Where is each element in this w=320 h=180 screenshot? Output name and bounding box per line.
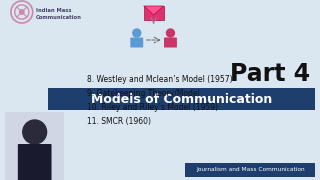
- Text: Communication: Communication: [36, 15, 82, 19]
- FancyBboxPatch shape: [130, 37, 143, 48]
- FancyBboxPatch shape: [48, 88, 315, 110]
- Circle shape: [20, 10, 24, 14]
- FancyBboxPatch shape: [18, 144, 52, 180]
- Text: Journalism and Mass Communication: Journalism and Mass Communication: [196, 168, 305, 172]
- Text: 8. Westley and Mclean’s Model (1957): 8. Westley and Mclean’s Model (1957): [87, 75, 233, 84]
- FancyBboxPatch shape: [185, 163, 315, 177]
- Text: Indian Mass: Indian Mass: [36, 8, 71, 12]
- Text: Part 4: Part 4: [229, 62, 310, 86]
- Circle shape: [23, 120, 47, 144]
- Circle shape: [166, 29, 174, 37]
- FancyBboxPatch shape: [5, 112, 64, 180]
- Text: 9. Gatekeeping Theory/Model: 9. Gatekeeping Theory/Model: [87, 89, 200, 98]
- Polygon shape: [144, 6, 164, 15]
- FancyBboxPatch shape: [144, 6, 164, 20]
- Circle shape: [133, 29, 141, 37]
- Text: 11. SMCR (1960): 11. SMCR (1960): [87, 116, 151, 125]
- Text: 10. Riley and Riley’s Model (1959): 10. Riley and Riley’s Model (1959): [87, 102, 218, 111]
- FancyBboxPatch shape: [164, 37, 177, 48]
- Text: Models of Communication: Models of Communication: [91, 93, 272, 105]
